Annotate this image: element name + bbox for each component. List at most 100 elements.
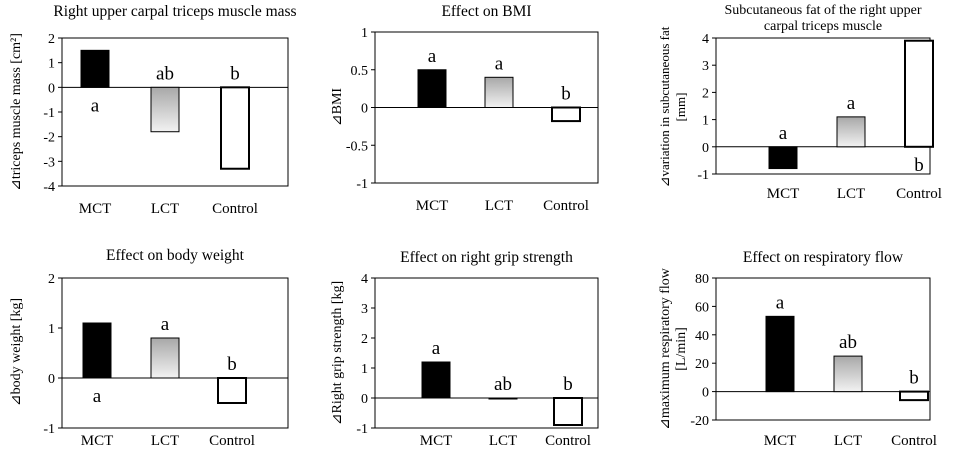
category-label: LCT [834,433,862,449]
y-tick-label: 2 [48,32,55,47]
category-label: MCT [764,433,797,449]
y-tick-label: 4 [702,32,709,47]
y-tick-label: -3 [43,155,55,170]
chart-panel-3: -1 0 1 2 3 4 a MCT a LCT b Control Subcutaneous fat … [657,3,942,202]
significance-letter: b [230,63,240,84]
y-tick-label: 40 [695,329,709,344]
plot-frame [715,277,931,421]
bar-mct [421,361,451,399]
category-label: MCT [81,433,114,449]
y-tick-label: 3 [361,302,368,317]
y-tick-label: 1 [702,114,709,129]
y-tick-label: 2 [702,86,709,101]
significance-letter: b [563,374,573,395]
category-label: LCT [485,198,513,214]
plot-frame [715,37,931,175]
category-label: LCT [837,186,865,202]
significance-letter: a [93,386,102,407]
y-tick-label: 1 [48,57,55,72]
significance-letter: ab [494,374,512,395]
chart-panel-4: -1 0 1 2 a MCT a LCT b Control Effect on body weig… [9,247,289,449]
y-tick-label: 1 [361,26,368,41]
significance-letter: a [495,53,504,74]
y-axis-label: [L/min] [674,327,689,371]
significance-letter: a [779,123,788,144]
bar-lct [488,397,518,400]
bar-control [551,106,581,123]
y-tick-label: 0 [702,386,709,401]
bar-lct [150,337,180,379]
y-axis-label: ⊿triceps muscle mass [cm²] [9,33,24,191]
y-tick-label: -4 [43,180,55,195]
category-label: Control [891,433,937,449]
category-label: LCT [489,433,517,449]
category-label: MCT [79,201,112,217]
y-tick-label: -1 [43,106,55,121]
bar-control [220,86,250,170]
bar-control [904,39,934,148]
bar-lct [484,76,514,109]
category-label: Control [212,201,258,217]
bar-mct [765,315,795,393]
y-tick-label: -1 [356,422,368,437]
chart-title: Effect on right grip strength [400,249,573,266]
chart-title: Effect on BMI [441,3,531,20]
significance-letter: b [227,354,237,375]
chart-title: carpal triceps muscle [764,19,882,34]
significance-letter: a [91,95,100,116]
plot-frame [61,277,289,429]
chart-panel-1: -4 -3 -2 -1 0 1 2 a MCT ab LCT b Control Right upper … [9,3,297,217]
y-tick-label: -2 [43,131,55,146]
category-label: Control [545,433,591,449]
significance-letter: ab [156,63,174,84]
y-tick-label: -0.5 [346,139,368,154]
y-tick-label: 0 [48,81,55,96]
significance-letter: a [847,93,856,114]
bar-control [899,390,929,402]
y-tick-label: 20 [695,357,709,372]
chart-title: Effect on respiratory flow [743,249,904,266]
y-axis-label: ⊿BMI [330,88,345,127]
chart-title: Right upper carpal triceps muscle mass [53,3,296,20]
y-tick-label: 1 [48,322,55,337]
bar-mct [417,69,447,108]
category-label: LCT [151,433,179,449]
chart-title: Subcutaneous fat of the right upper [724,3,921,18]
significance-letter: a [776,292,785,313]
category-label: MCT [416,198,449,214]
category-label: Control [896,186,942,202]
chart-panel-6: -20 0 20 40 60 80 a MCT ab LCT b Control Effect on r… [658,249,937,449]
y-tick-label: 2 [361,332,368,347]
significance-letter: a [432,338,441,359]
significance-letter: ab [839,332,857,353]
significance-letter: b [909,368,919,389]
y-tick-label: 2 [48,272,55,287]
significance-letter: a [161,314,170,335]
y-tick-label: 80 [695,272,709,287]
chart-title: Effect on body weight [106,247,245,264]
category-label: Control [209,433,255,449]
bar-mct [82,322,112,379]
significance-letter: b [561,84,571,105]
bar-lct [836,116,866,148]
y-tick-label: 0 [48,372,55,387]
plot-frame [374,277,599,429]
y-tick-label: -1 [697,168,709,183]
bar-lct [833,355,863,393]
significance-letter: b [914,155,924,176]
y-tick-label: -1 [43,422,55,437]
y-tick-label: 1 [361,362,368,377]
y-tick-label: 0 [361,392,368,407]
y-tick-label: 60 [695,300,709,315]
bar-mct [768,146,798,170]
category-label: LCT [151,201,179,217]
category-label: MCT [420,433,453,449]
y-axis-label: ⊿maximum respiratory flow [658,267,673,430]
y-tick-label: 3 [702,59,709,74]
significance-letter: a [428,46,437,67]
category-label: Control [543,198,589,214]
category-label: MCT [767,186,800,202]
y-tick-label: 0 [702,141,709,156]
chart-panel-5: -1 0 1 2 3 4 a MCT ab LCT b Control Effect on right … [330,249,599,449]
